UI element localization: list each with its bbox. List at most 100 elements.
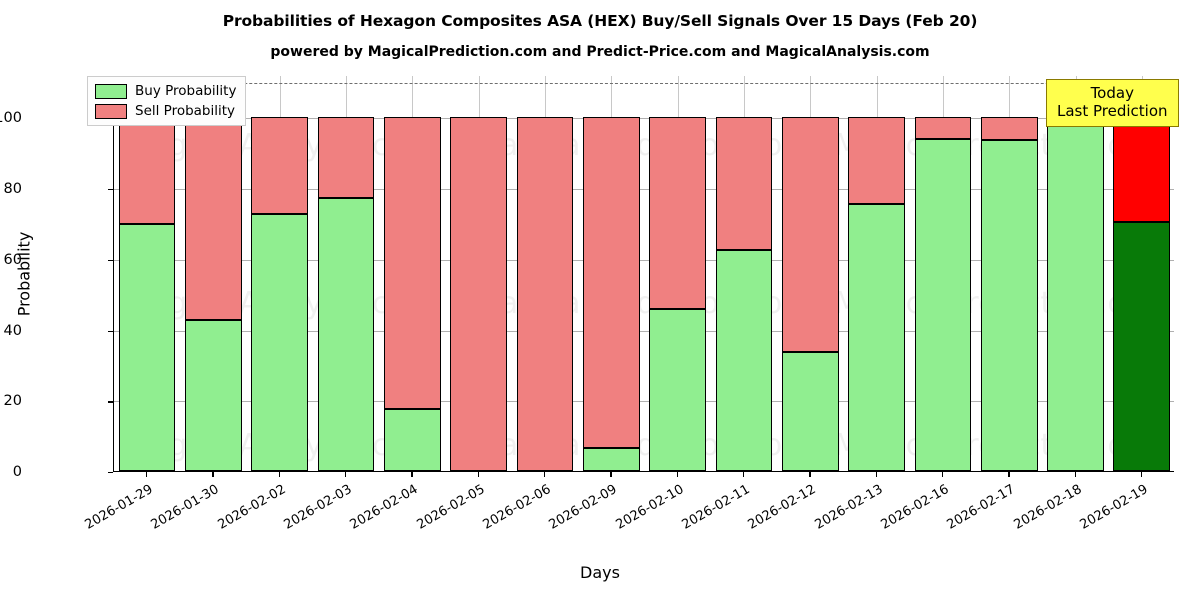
x-tick-mark bbox=[1140, 472, 1143, 477]
x-axis-label: Days bbox=[580, 563, 620, 582]
legend-swatch-sell-icon bbox=[95, 103, 127, 119]
bar-series-container bbox=[114, 76, 1174, 471]
x-tick-label: 2026-02-05 bbox=[414, 482, 488, 533]
bar-group[interactable] bbox=[582, 75, 640, 471]
threshold-dashed-line bbox=[114, 83, 1174, 85]
x-tick-label: 2026-02-19 bbox=[1077, 482, 1151, 533]
bar-segment-sell[interactable] bbox=[715, 117, 773, 251]
x-tick-mark bbox=[610, 472, 612, 477]
bar-segment-sell[interactable] bbox=[1113, 117, 1171, 223]
bar-group[interactable] bbox=[715, 75, 773, 471]
y-tick-mark bbox=[108, 330, 113, 332]
plot-area: MagicalAnalysis.comMagicalPrediction.com… bbox=[113, 76, 1174, 472]
bar-segment-buy[interactable] bbox=[384, 408, 441, 471]
x-tick-label: 2026-02-06 bbox=[480, 482, 554, 533]
bar-segment-buy[interactable] bbox=[1047, 117, 1104, 471]
x-tick-label: 2026-02-11 bbox=[679, 482, 753, 533]
x-tick-label: 2026-02-16 bbox=[878, 482, 952, 533]
y-axis-label: Probability bbox=[14, 231, 34, 317]
bar-segment-sell[interactable] bbox=[185, 117, 242, 321]
bar-segment-sell[interactable] bbox=[980, 117, 1038, 141]
bar-segment-buy[interactable] bbox=[848, 204, 905, 471]
x-tick-label: 2026-02-18 bbox=[1011, 482, 1085, 533]
bar-group[interactable] bbox=[781, 75, 839, 471]
bar-segment-sell[interactable] bbox=[317, 117, 375, 198]
bar-segment-sell[interactable] bbox=[848, 117, 905, 205]
chart-legend: Buy Probability Sell Probability bbox=[87, 76, 247, 126]
bar-segment-sell[interactable] bbox=[582, 117, 640, 448]
x-tick-mark bbox=[742, 472, 745, 477]
bar-segment-buy[interactable] bbox=[980, 140, 1038, 471]
x-tick-label: 2026-02-03 bbox=[281, 482, 355, 533]
gridline bbox=[114, 118, 1174, 120]
x-tick-mark bbox=[477, 472, 480, 477]
gridline bbox=[114, 259, 1174, 261]
x-tick-mark bbox=[875, 472, 877, 477]
x-tick-label: 2026-02-10 bbox=[613, 482, 687, 533]
x-tick-label: 2026-01-29 bbox=[82, 482, 156, 533]
y-tick-label: 80 bbox=[3, 181, 22, 198]
x-tick-mark bbox=[941, 472, 944, 477]
bar-today[interactable] bbox=[1113, 75, 1171, 471]
bar-segment-buy[interactable] bbox=[914, 138, 972, 471]
legend-item-buy: Buy Probability bbox=[95, 83, 236, 99]
bar-segment-sell[interactable] bbox=[450, 117, 508, 471]
x-tick-mark bbox=[146, 472, 148, 477]
x-tick-mark bbox=[544, 472, 546, 477]
legend-swatch-buy-icon bbox=[95, 83, 127, 99]
bar-group[interactable] bbox=[980, 75, 1038, 471]
x-tick-label: 2026-02-13 bbox=[812, 482, 886, 533]
x-tick-mark bbox=[212, 472, 214, 477]
y-tick-label: 0 bbox=[12, 464, 22, 480]
legend-item-sell: Sell Probability bbox=[95, 103, 236, 119]
bar-group[interactable] bbox=[317, 75, 375, 471]
x-tick-mark bbox=[278, 472, 281, 477]
gridline bbox=[114, 330, 1174, 332]
x-tick-label: 2026-02-12 bbox=[745, 482, 819, 533]
chart-subtitle: powered by MagicalPrediction.com and Pre… bbox=[270, 44, 930, 60]
y-tick-label: 40 bbox=[3, 322, 22, 339]
bar-group[interactable] bbox=[185, 75, 242, 471]
x-tick-mark bbox=[411, 472, 413, 477]
bar-segment-buy[interactable] bbox=[118, 223, 176, 471]
bar-segment-buy[interactable] bbox=[649, 309, 706, 471]
bar-segment-buy[interactable] bbox=[781, 352, 839, 471]
bar-group[interactable] bbox=[649, 75, 706, 471]
x-tick-label: 2026-02-17 bbox=[944, 482, 1018, 533]
bar-group[interactable] bbox=[450, 75, 508, 471]
bar-segment-sell[interactable] bbox=[118, 117, 176, 224]
bar-segment-buy[interactable] bbox=[582, 447, 640, 471]
bar-group[interactable] bbox=[516, 75, 574, 471]
bar-group[interactable] bbox=[251, 75, 309, 471]
x-tick-label: 2026-01-30 bbox=[149, 482, 222, 533]
y-axis-label-holder: Probability bbox=[15, 76, 48, 472]
bar-segment-buy[interactable] bbox=[1113, 222, 1171, 471]
bar-group[interactable] bbox=[1047, 75, 1104, 471]
legend-label-buy: Buy Probability bbox=[135, 83, 237, 99]
y-tick-mark bbox=[108, 189, 113, 191]
gridline bbox=[114, 401, 1174, 403]
bar-segment-buy[interactable] bbox=[185, 320, 242, 471]
chart-title: Probabilities of Hexagon Composites ASA … bbox=[222, 12, 978, 30]
x-tick-label: 2026-02-02 bbox=[215, 482, 289, 533]
bar-group[interactable] bbox=[384, 75, 441, 471]
bar-segment-sell[interactable] bbox=[649, 117, 706, 310]
bar-group[interactable] bbox=[848, 75, 905, 471]
bar-segment-sell[interactable] bbox=[384, 117, 441, 409]
bar-segment-sell[interactable] bbox=[914, 117, 972, 139]
y-tick-mark bbox=[108, 401, 113, 403]
today-annotation-line1: Today bbox=[1090, 84, 1134, 102]
bar-segment-buy[interactable] bbox=[715, 250, 773, 471]
x-tick-label: 2026-02-04 bbox=[347, 482, 421, 533]
bar-group[interactable] bbox=[914, 75, 972, 471]
bar-segment-buy[interactable] bbox=[317, 197, 375, 471]
y-tick-label: 60 bbox=[3, 251, 22, 268]
y-tick-label: 100 bbox=[0, 110, 22, 127]
bar-segment-sell[interactable] bbox=[251, 117, 309, 214]
x-tick-mark bbox=[809, 472, 811, 477]
bar-segment-sell[interactable] bbox=[781, 117, 839, 353]
bar-segment-buy[interactable] bbox=[251, 213, 309, 471]
bar-segment-sell[interactable] bbox=[516, 117, 574, 471]
bar-group[interactable] bbox=[118, 75, 176, 471]
